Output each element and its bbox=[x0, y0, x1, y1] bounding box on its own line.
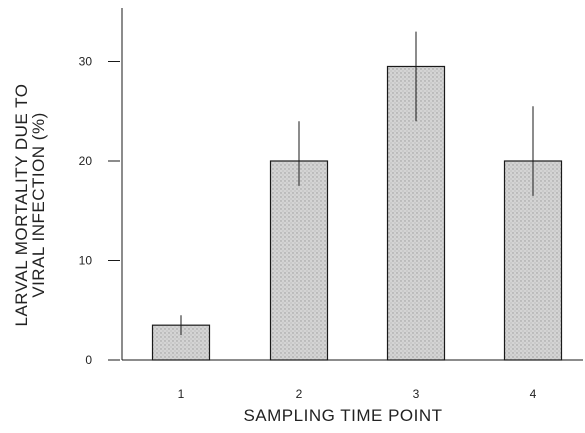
x-tick-label: 1 bbox=[178, 387, 185, 401]
x-tick-label: 3 bbox=[413, 387, 420, 401]
y-axis: 0 10 20 30 bbox=[79, 8, 123, 367]
bar-2 bbox=[269, 160, 329, 361]
x-tick-label: 2 bbox=[296, 387, 303, 401]
x-axis-title: SAMPLING TIME POINT bbox=[243, 406, 442, 425]
y-axis-title-line1: LARVAL MORTALITY DUE TO bbox=[12, 84, 31, 327]
y-tick-label: 0 bbox=[85, 353, 92, 367]
bars-group bbox=[151, 31, 563, 361]
y-tick-label: 10 bbox=[79, 254, 93, 268]
y-axis-title-line2: VIRAL INFECTION (%) bbox=[29, 112, 48, 298]
y-axis-title: LARVAL MORTALITY DUE TO VIRAL INFECTION … bbox=[12, 84, 48, 327]
x-axis: 1 2 3 4 bbox=[122, 359, 583, 401]
y-tick-label: 30 bbox=[79, 55, 93, 69]
x-tick-label: 4 bbox=[530, 387, 537, 401]
y-tick-label: 20 bbox=[79, 154, 93, 168]
